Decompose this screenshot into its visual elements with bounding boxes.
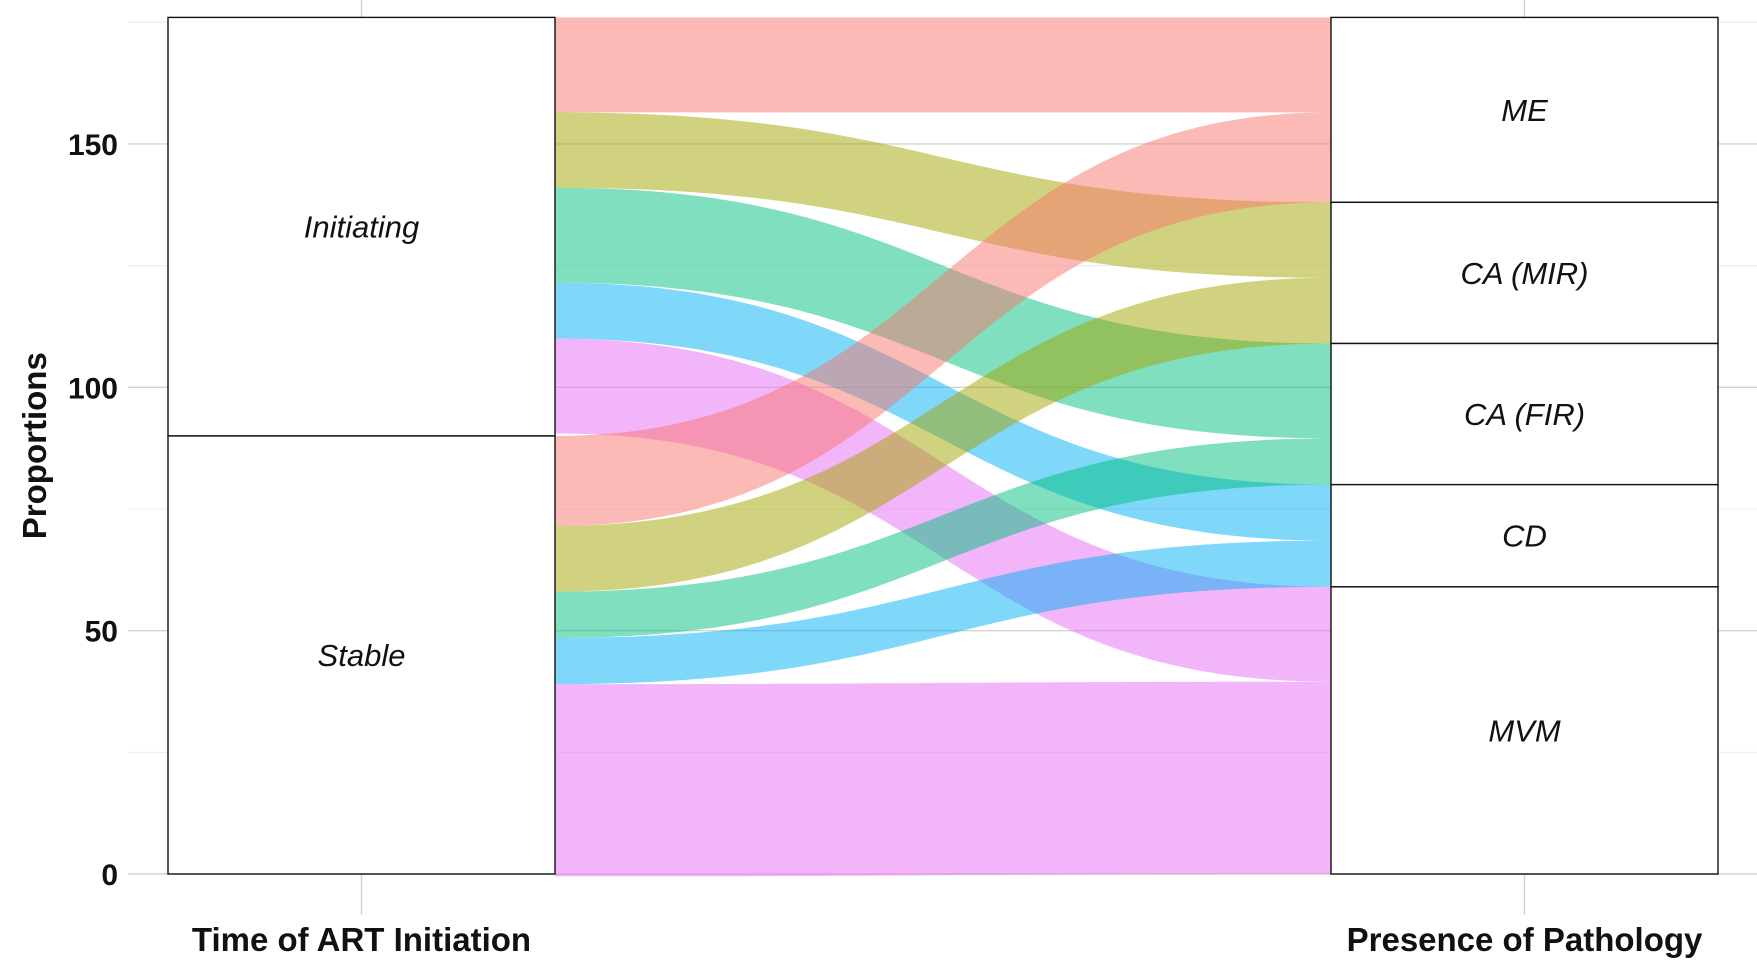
- flow-stable-to-cd: [555, 540, 1331, 685]
- stratum-box-ca-fir: [1330, 342, 1719, 486]
- flow-stable-to-mvm: [555, 681, 1331, 877]
- stratum-box-cd: [1330, 483, 1719, 588]
- stratum-label-stable: Stable: [318, 638, 406, 673]
- x-axis-title: Time of ART Initiation: [192, 921, 531, 958]
- stratum-label-ca-mir: CA (MIR): [1461, 256, 1589, 291]
- flow-stable-to-ca-fir: [555, 438, 1331, 638]
- flow-stable-to-ca-mir: [555, 277, 1331, 592]
- y-tick-label: 50: [85, 616, 118, 649]
- stratum-label-cd: CD: [1502, 519, 1547, 554]
- stratum-box-mvm: [1330, 586, 1719, 875]
- stratum-box-initiating: [167, 16, 556, 437]
- y-tick-label: 150: [68, 129, 118, 162]
- y-axis: 0 50 100 150: [68, 129, 118, 892]
- y-tick-label: 100: [68, 372, 118, 405]
- x-axis-titles: Time of ART Initiation Presence of Pathol…: [192, 921, 1703, 958]
- flow-initiating-to-me: [555, 17, 1331, 113]
- flow-stable-to-me: [555, 112, 1331, 527]
- stratum-label-mvm: MVM: [1488, 713, 1561, 748]
- stratum-label-me: ME: [1501, 93, 1548, 128]
- x-axis-title: Presence of Pathology: [1347, 921, 1703, 958]
- y-axis-title: Proportions: [16, 352, 53, 539]
- stratum-label-ca-fir: CA (FIR): [1464, 397, 1585, 432]
- strata: Initiating Stable ME CA (MIR) CA (FIR) CD MVM: [167, 16, 1719, 875]
- y-tick-label: 0: [101, 859, 118, 892]
- stratum-label-initiating: Initiating: [304, 210, 419, 245]
- stratum-box-me: [1330, 16, 1719, 204]
- flows: [555, 17, 1331, 877]
- stratum-box-stable: [167, 435, 556, 875]
- stratum-box-ca-mir: [1330, 201, 1719, 345]
